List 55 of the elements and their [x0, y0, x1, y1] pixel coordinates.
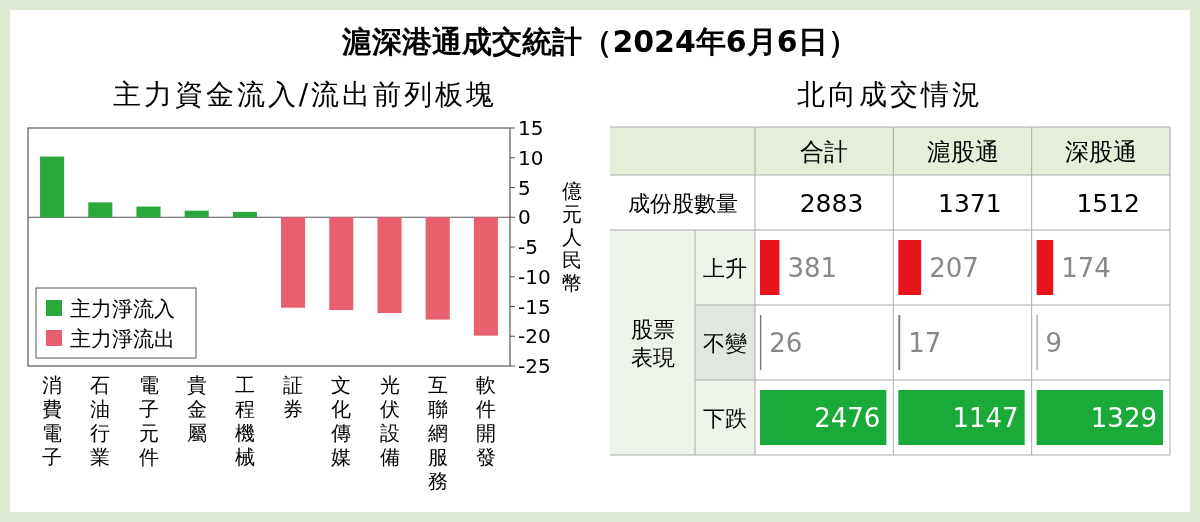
chart-title: 滬股通 [926, 138, 999, 166]
bar [377, 217, 402, 314]
data-label: 381 [787, 252, 838, 283]
x-tick-label: 証券 [283, 373, 304, 421]
x-tick-label: 軟件開發 [475, 373, 496, 469]
legend-label: 主力淨流出 [70, 327, 175, 351]
y-tick-label: 上升 [703, 255, 747, 281]
text: 滬深港通成交統計（2024年6月6日） [341, 24, 858, 59]
bar [40, 156, 65, 218]
bar [329, 217, 354, 311]
chart-title: 深股通 [1064, 138, 1137, 166]
y-tick-label: -5 [518, 235, 538, 259]
y-tick-label: -25 [518, 354, 551, 378]
data-label: 1329 [1090, 402, 1157, 433]
x-tick-label: 文化傳媒 [330, 373, 352, 469]
chart-title: 合計 [800, 138, 849, 166]
y-tick-label: 0 [518, 205, 531, 230]
bar [88, 202, 113, 218]
x-tick-label: 光伏設備 [379, 373, 400, 469]
chart-subtitle: 主力資金流入/流出前列板塊 [112, 78, 498, 111]
y-tick-label: -10 [518, 264, 551, 289]
y-tick-label: 下跌 [703, 405, 747, 431]
y-tick-label: 15 [518, 116, 544, 140]
data-label: 1147 [952, 402, 1019, 433]
bar [425, 217, 450, 320]
text: 股票表現 [630, 316, 675, 370]
x-tick-label: 消費電子 [42, 373, 63, 469]
x-tick-label: 電子元件 [138, 373, 159, 469]
data-label: 26 [769, 327, 803, 358]
y-tick-label: 5 [518, 175, 531, 200]
y-tick-label: -15 [518, 294, 551, 319]
text: 2883 [799, 188, 864, 218]
bar [281, 217, 306, 308]
data-label: 207 [929, 252, 979, 283]
bar [473, 217, 498, 336]
bar [136, 206, 161, 218]
data-label: 174 [1061, 252, 1111, 283]
bar [232, 211, 257, 218]
y-tick-label: -20 [518, 324, 551, 349]
x-tick-label: 石油行業 [90, 373, 111, 469]
legend-label: 主力淨流入 [70, 297, 175, 321]
x-tick-label: 互聯網服務 [426, 373, 448, 493]
text: 北向成交情況 [797, 78, 983, 111]
data-label: 2476 [814, 402, 881, 433]
x-tick-label: 貴金屬 [186, 373, 207, 445]
y-tick-label: 10 [518, 145, 544, 170]
x-tick-label: 工程機械 [234, 373, 255, 469]
text: 1512 [1076, 188, 1140, 218]
bar [184, 210, 209, 218]
data-label: 17 [908, 327, 942, 358]
text: 成份股數量 [627, 190, 738, 216]
data-label: 9 [1045, 327, 1063, 358]
y-tick-label: 不變 [703, 330, 747, 356]
text: 1371 [938, 188, 1002, 218]
y-axis-title: 億元人民幣 [562, 179, 582, 295]
